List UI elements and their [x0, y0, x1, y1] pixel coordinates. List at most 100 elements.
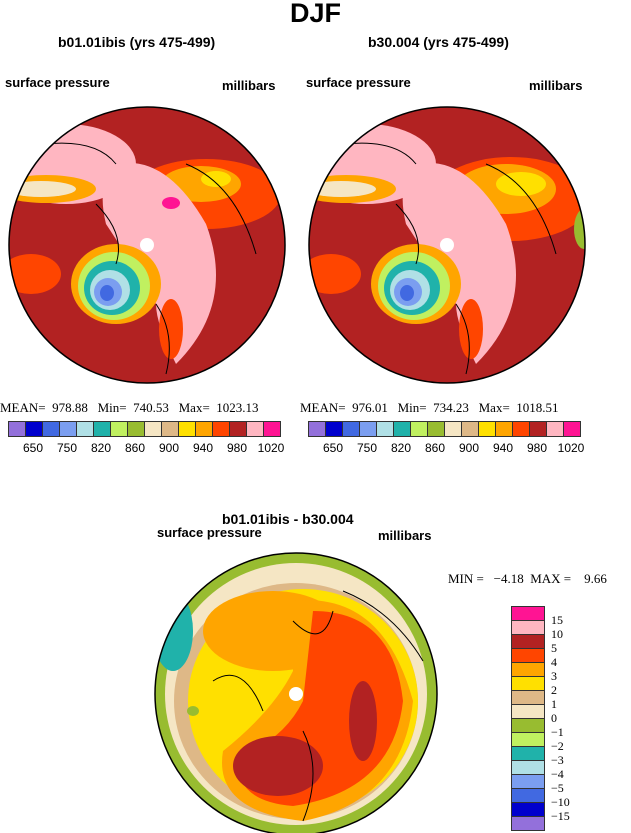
panel-2-units-label: millibars	[529, 78, 583, 93]
colorbar-swatch	[479, 422, 496, 436]
colorbar-label: −4	[551, 767, 564, 781]
colorbar-label: 940	[192, 441, 214, 455]
colorbar-swatch	[43, 422, 60, 436]
colorbar-swatch	[513, 422, 530, 436]
panel-1-colorbar-labels: 650 750 820 860 900 940 980 1020	[8, 441, 284, 457]
colorbar-swatch	[512, 719, 544, 733]
panel-2-polar-map	[308, 106, 586, 384]
colorbar-label: 980	[526, 441, 548, 455]
colorbar-swatch	[9, 422, 26, 436]
colorbar-swatch	[564, 422, 580, 436]
diff-variable-label: surface pressure	[157, 525, 262, 540]
diff-colorbar	[511, 606, 545, 831]
colorbar-swatch	[343, 422, 360, 436]
colorbar-label: 650	[322, 441, 344, 455]
panel-2-colorbar-labels: 650 750 820 860 900 940 980 1020	[308, 441, 584, 457]
panel-2-statistics: MEAN= 976.01 Min= 734.23 Max= 1018.51	[300, 400, 559, 415]
colorbar-swatch	[512, 733, 544, 747]
colorbar-swatch	[547, 422, 564, 436]
colorbar-label: 820	[390, 441, 412, 455]
colorbar-label: 860	[124, 441, 146, 455]
colorbar-label: −2	[551, 739, 564, 753]
panel-1-title: b01.01ibis (yrs 475-499)	[58, 34, 216, 50]
colorbar-swatch	[512, 691, 544, 705]
diff-colorbar-labels: 15 10 5 4 3 2 1 0 −1 −2 −3 −4 −5 −10 −15	[551, 606, 591, 830]
colorbar-swatch	[111, 422, 128, 436]
colorbar-label: 900	[158, 441, 180, 455]
colorbar-label: 0	[551, 711, 557, 725]
colorbar-swatch	[179, 422, 196, 436]
colorbar-label: −3	[551, 753, 564, 767]
colorbar-swatch	[512, 761, 544, 775]
colorbar-swatch	[394, 422, 411, 436]
diff-title: b01.01ibis - b30.004	[222, 511, 354, 527]
panel-1-units-label: millibars	[222, 78, 276, 93]
panel-2-colorbar	[308, 421, 581, 437]
colorbar-swatch	[512, 677, 544, 691]
diff-statistics: MIN = −4.18 MAX = 9.66	[448, 571, 607, 586]
colorbar-label: 750	[356, 441, 378, 455]
panel-2-title: b30.004 (yrs 475-499)	[368, 34, 509, 50]
colorbar-label: 750	[56, 441, 78, 455]
colorbar-swatch	[512, 649, 544, 663]
colorbar-swatch	[512, 621, 544, 635]
colorbar-label: −15	[551, 809, 570, 823]
colorbar-swatch	[230, 422, 247, 436]
colorbar-swatch	[512, 789, 544, 803]
colorbar-swatch	[512, 747, 544, 761]
colorbar-label: −1	[551, 725, 564, 739]
colorbar-swatch	[512, 663, 544, 677]
colorbar-swatch	[445, 422, 462, 436]
colorbar-swatch	[94, 422, 111, 436]
colorbar-swatch	[128, 422, 145, 436]
colorbar-swatch	[145, 422, 162, 436]
colorbar-swatch	[247, 422, 264, 436]
colorbar-label: 1020	[557, 441, 585, 455]
colorbar-swatch	[162, 422, 179, 436]
figure-title: DJF	[289, 0, 341, 28]
panel-2-variable-label: surface pressure	[306, 75, 411, 90]
colorbar-label: 940	[492, 441, 514, 455]
colorbar-swatch	[512, 635, 544, 649]
colorbar-swatch	[264, 422, 280, 436]
panel-1-variable-label: surface pressure	[5, 75, 110, 90]
colorbar-swatch	[326, 422, 343, 436]
colorbar-label: −5	[551, 781, 564, 795]
colorbar-swatch	[77, 422, 94, 436]
colorbar-label: 860	[424, 441, 446, 455]
colorbar-label: 2	[551, 683, 557, 697]
panel-1-colorbar	[8, 421, 281, 437]
colorbar-label: 650	[22, 441, 44, 455]
panel-1-statistics: MEAN= 978.88 Min= 740.53 Max= 1023.13	[0, 400, 259, 415]
diff-units-label: millibars	[378, 528, 432, 543]
colorbar-label: 15	[551, 613, 563, 627]
colorbar-label: 900	[458, 441, 480, 455]
colorbar-swatch	[196, 422, 213, 436]
colorbar-swatch	[411, 422, 428, 436]
diff-polar-map	[154, 552, 438, 833]
colorbar-label: 1	[551, 697, 557, 711]
colorbar-swatch	[360, 422, 377, 436]
colorbar-label: 820	[90, 441, 112, 455]
colorbar-swatch	[496, 422, 513, 436]
colorbar-swatch	[213, 422, 230, 436]
colorbar-label: 3	[551, 669, 557, 683]
colorbar-swatch	[512, 775, 544, 789]
colorbar-label: 5	[551, 641, 557, 655]
colorbar-label: 980	[226, 441, 248, 455]
colorbar-label: −10	[551, 795, 570, 809]
colorbar-label: 4	[551, 655, 557, 669]
panel-1-polar-map	[8, 106, 286, 384]
colorbar-label: 10	[551, 627, 563, 641]
colorbar-swatch	[512, 817, 544, 830]
colorbar-swatch	[530, 422, 547, 436]
colorbar-swatch	[377, 422, 394, 436]
colorbar-swatch	[512, 803, 544, 817]
colorbar-swatch	[26, 422, 43, 436]
colorbar-swatch	[60, 422, 77, 436]
colorbar-swatch	[462, 422, 479, 436]
colorbar-swatch	[512, 705, 544, 719]
colorbar-swatch	[309, 422, 326, 436]
colorbar-swatch	[428, 422, 445, 436]
